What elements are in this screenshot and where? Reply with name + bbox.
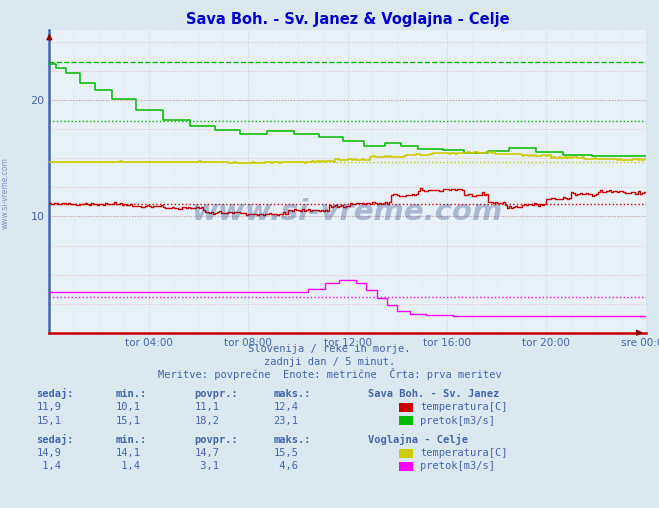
Text: povpr.:: povpr.: <box>194 389 238 399</box>
Text: 11,1: 11,1 <box>194 402 219 412</box>
Text: pretok[m3/s]: pretok[m3/s] <box>420 461 496 471</box>
Text: 14,1: 14,1 <box>115 448 140 458</box>
Text: Slovenija / reke in morje.: Slovenija / reke in morje. <box>248 343 411 354</box>
Text: 15,1: 15,1 <box>115 416 140 426</box>
Text: 3,1: 3,1 <box>194 461 219 471</box>
Text: 1,4: 1,4 <box>115 461 140 471</box>
Text: pretok[m3/s]: pretok[m3/s] <box>420 416 496 426</box>
Text: www.si-vreme.com: www.si-vreme.com <box>1 157 10 229</box>
Text: www.si-vreme.com: www.si-vreme.com <box>192 198 503 226</box>
Text: 15,5: 15,5 <box>273 448 299 458</box>
Text: min.:: min.: <box>115 435 146 445</box>
Text: maks.:: maks.: <box>273 389 311 399</box>
Text: 23,1: 23,1 <box>273 416 299 426</box>
Text: sedaj:: sedaj: <box>36 434 74 445</box>
Text: 12,4: 12,4 <box>273 402 299 412</box>
Text: 4,6: 4,6 <box>273 461 299 471</box>
Text: 14,7: 14,7 <box>194 448 219 458</box>
Text: temperatura[C]: temperatura[C] <box>420 402 508 412</box>
Text: maks.:: maks.: <box>273 435 311 445</box>
Text: 15,1: 15,1 <box>36 416 61 426</box>
Text: 10,1: 10,1 <box>115 402 140 412</box>
Text: 11,9: 11,9 <box>36 402 61 412</box>
Text: povpr.:: povpr.: <box>194 435 238 445</box>
Text: 1,4: 1,4 <box>36 461 61 471</box>
Text: temperatura[C]: temperatura[C] <box>420 448 508 458</box>
Text: sedaj:: sedaj: <box>36 388 74 399</box>
Text: Sava Boh. - Sv. Janez: Sava Boh. - Sv. Janez <box>368 389 499 399</box>
Text: zadnji dan / 5 minut.: zadnji dan / 5 minut. <box>264 357 395 367</box>
Text: Voglajna - Celje: Voglajna - Celje <box>368 434 468 445</box>
Title: Sava Boh. - Sv. Janez & Voglajna - Celje: Sava Boh. - Sv. Janez & Voglajna - Celje <box>186 12 509 26</box>
Text: 18,2: 18,2 <box>194 416 219 426</box>
Text: 14,9: 14,9 <box>36 448 61 458</box>
Text: Meritve: povprečne  Enote: metrične  Črta: prva meritev: Meritve: povprečne Enote: metrične Črta:… <box>158 368 501 380</box>
Text: min.:: min.: <box>115 389 146 399</box>
